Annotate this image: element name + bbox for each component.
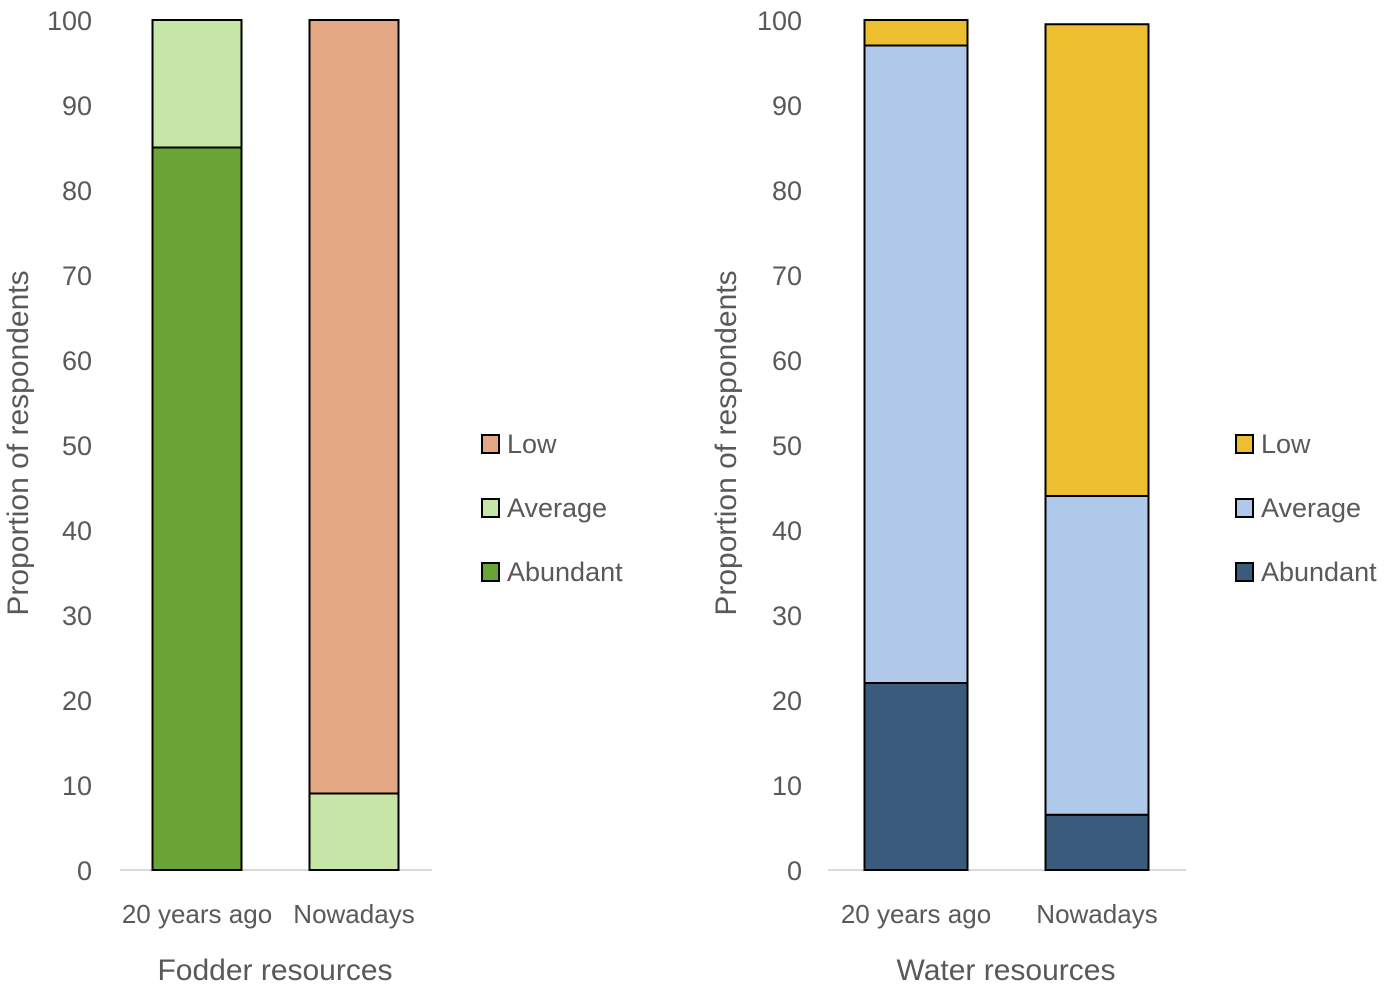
x-tick-label: Nowadays: [1036, 899, 1157, 929]
y-axis-title: Proportion of respondents: [710, 270, 743, 615]
legend-swatch-low: [1235, 434, 1254, 454]
y-tick-label: 70: [62, 261, 92, 291]
y-tick-label: 90: [62, 91, 92, 121]
legend-swatch-average: [1235, 498, 1254, 518]
y-tick-label: 10: [772, 771, 802, 801]
y-tick-label: 10: [62, 771, 92, 801]
bar-low-1: [863, 19, 969, 47]
chart-panel-2: 0 10 20 30 40 50 60 70 80 90 100 20 years ago Nowada…: [710, 6, 1377, 987]
y-tick-label: 40: [772, 516, 802, 546]
legend-swatch-average: [481, 498, 500, 518]
bar-average-2: [1044, 495, 1150, 816]
y-tick-label: 50: [772, 431, 802, 461]
bar-abundant-1: [863, 682, 969, 871]
y-tick-label: 30: [772, 601, 802, 631]
x-axis-title: Fodder resources: [157, 954, 392, 987]
legend-label-average: Average: [507, 493, 607, 523]
y-axis-title: Proportion of respondents: [2, 270, 35, 615]
x-axis-title: Water resources: [897, 954, 1116, 987]
y-tick-label: 50: [62, 431, 92, 461]
y-tick-label: 90: [772, 91, 802, 121]
legend-swatch-low: [481, 434, 500, 454]
y-tick-label: 80: [62, 176, 92, 206]
y-tick-label: 40: [62, 516, 92, 546]
x-tick-label: Nowadays: [293, 899, 414, 929]
bar-low-2: [1044, 23, 1150, 497]
y-tick-label: 30: [62, 601, 92, 631]
x-tick-label: 20 years ago: [841, 899, 991, 929]
legend-label-low: Low: [507, 429, 557, 459]
bar-average-1: [151, 19, 243, 149]
legend-label-abundant: Abundant: [1261, 557, 1377, 587]
y-tick-label: 20: [62, 686, 92, 716]
y-tick-label: 100: [47, 6, 92, 36]
y-tick-label: 60: [62, 346, 92, 376]
y-tick-label: 20: [772, 686, 802, 716]
legend-label-abundant: Abundant: [507, 557, 623, 587]
x-tick-label: 20 years ago: [122, 899, 272, 929]
bar-low-2: [308, 19, 400, 795]
y-tick-label: 60: [772, 346, 802, 376]
bar-average-2: [308, 792, 400, 871]
y-tick-label: 0: [77, 856, 92, 886]
bar-abundant-2: [1044, 813, 1150, 871]
legend-label-average: Average: [1261, 493, 1361, 523]
legend-swatch-abundant: [481, 562, 500, 582]
bar-abundant-1: [151, 146, 243, 871]
y-tick-label: 70: [772, 261, 802, 291]
chart-panel-1: 0 10 20 30 40 50 60 70 80 90 100 20 years ago Nowada…: [2, 6, 623, 987]
y-tick-label: 0: [787, 856, 802, 886]
y-tick-label: 100: [757, 6, 802, 36]
legend-label-low: Low: [1261, 429, 1311, 459]
bar-average-1: [863, 44, 969, 684]
y-tick-label: 80: [772, 176, 802, 206]
legend-swatch-abundant: [1235, 562, 1254, 582]
